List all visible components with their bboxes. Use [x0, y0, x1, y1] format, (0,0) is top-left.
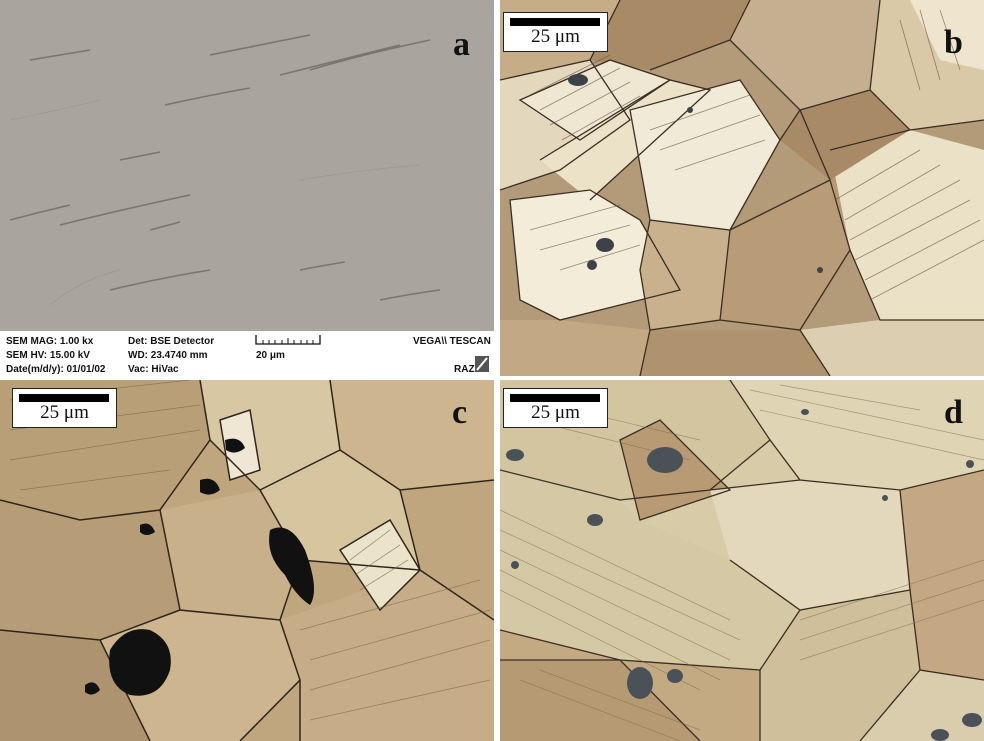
panel-a-sem-image: a SEM MAG: 1.00 kx SEM HV: 15.00 kV Date…	[0, 0, 494, 376]
scale-bar-text: 25 μm	[531, 402, 580, 423]
micrograph-d	[500, 380, 984, 741]
scale-bar-c: 25 μm	[12, 388, 117, 428]
panel-d-micrograph: 25 μm d	[500, 380, 984, 741]
sem-detector: Det: BSE Detector	[128, 336, 215, 347]
panel-label-b: b	[944, 24, 963, 61]
scale-bar-line	[19, 394, 109, 402]
sem-wd: WD: 23.4740 mm	[128, 350, 208, 361]
scale-bar-b: 25 μm	[503, 12, 608, 52]
scale-bar-line	[510, 18, 600, 26]
sem-brand: VEGA\\ TESCAN	[413, 336, 491, 347]
sem-vac: Vac: HiVac	[128, 364, 179, 375]
scale-bar-line	[510, 394, 600, 402]
sem-info-bar: SEM MAG: 1.00 kx SEM HV: 15.00 kV Date(m…	[0, 331, 494, 376]
sem-micrograph	[0, 0, 494, 331]
sem-hv: SEM HV: 15.00 kV	[6, 350, 90, 361]
sem-lab: RAZI	[454, 364, 478, 375]
scale-bar-d: 25 μm	[503, 388, 608, 428]
panel-c-micrograph: 25 μm c	[0, 380, 494, 741]
sem-scale-ruler	[255, 335, 321, 345]
scale-bar-text: 25 μm	[40, 402, 89, 423]
scale-bar-text: 25 μm	[531, 26, 580, 47]
micrograph-c	[0, 380, 494, 741]
panel-label-c: c	[452, 394, 468, 431]
panel-label-d: d	[944, 394, 963, 431]
sem-date: Date(m/d/y): 01/01/02	[6, 364, 106, 375]
panel-label-a: a	[453, 26, 470, 63]
micrograph-b	[500, 0, 984, 376]
sem-mag: SEM MAG: 1.00 kx	[6, 336, 94, 347]
sem-scale-label: 20 μm	[256, 350, 285, 361]
panel-b-micrograph: 25 μm b	[500, 0, 984, 376]
razi-logo-icon	[475, 356, 489, 372]
